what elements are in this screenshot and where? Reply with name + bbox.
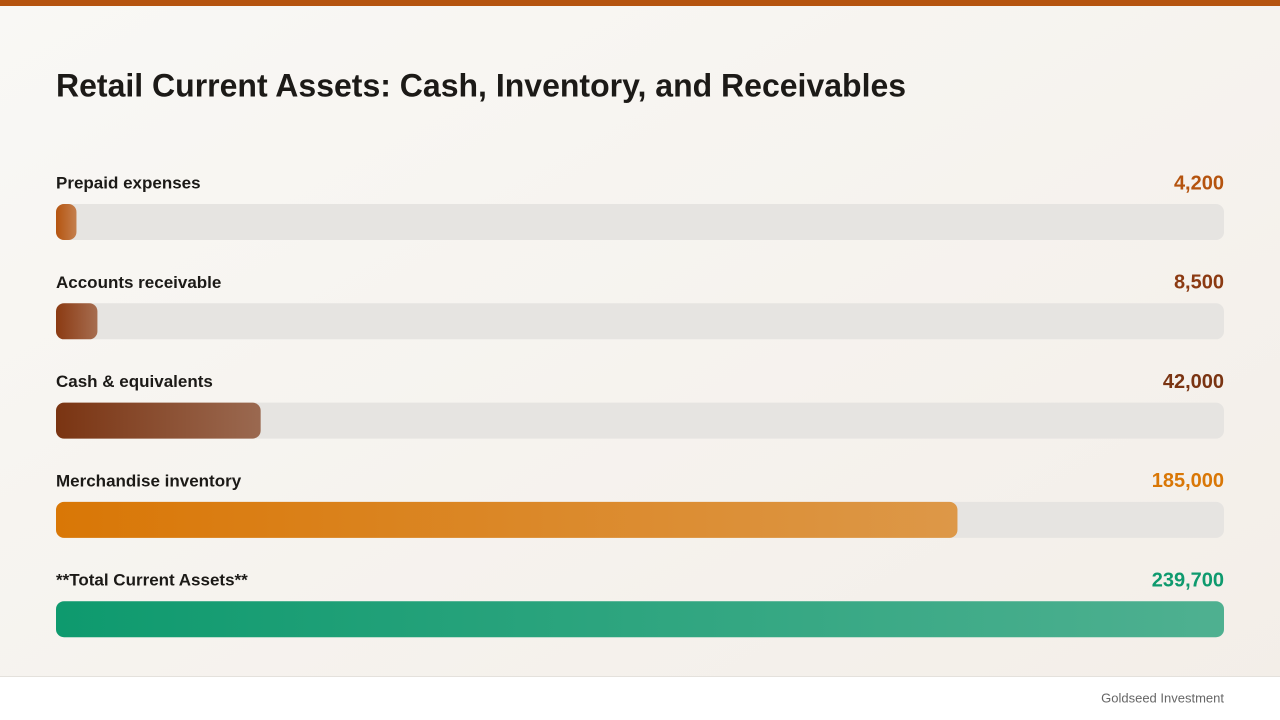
top-accent (0, 0, 1280, 6)
bar (56, 601, 1224, 638)
chart-title: Retail Current Assets: Cash, Inventory, … (56, 67, 906, 103)
bar-track (56, 303, 1224, 340)
bar (56, 204, 77, 240)
bar-track (56, 204, 1224, 240)
bar (56, 402, 261, 439)
value-label: 8,500 (1174, 272, 1224, 294)
footer-bar (0, 676, 1280, 720)
bar-track (56, 402, 1224, 439)
bar (56, 303, 98, 340)
category-label: Merchandise inventory (56, 471, 242, 490)
value-label: 4,200 (1174, 172, 1224, 194)
value-label: 185,000 (1152, 470, 1224, 492)
category-label: Prepaid expenses (56, 173, 201, 192)
category-label: Cash & equivalents (56, 372, 213, 391)
category-label: **Total Current Assets** (56, 571, 248, 590)
footer-text: Goldseed Investment (1101, 690, 1224, 705)
category-label: Accounts receivable (56, 273, 221, 292)
value-label: 42,000 (1163, 371, 1224, 393)
value-label: 239,700 (1152, 569, 1224, 591)
bar (56, 501, 958, 538)
